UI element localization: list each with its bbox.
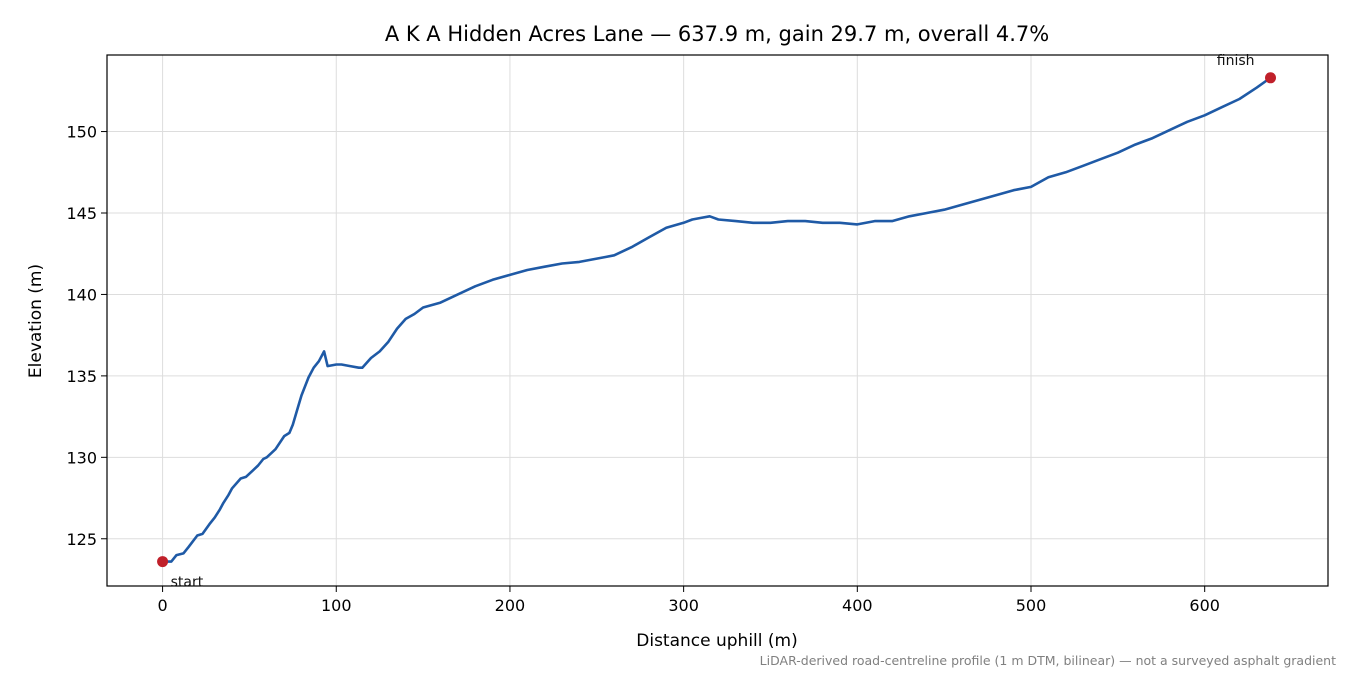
grid [107, 55, 1328, 586]
chart-footnote: LiDAR-derived road-centreline profile (1… [760, 653, 1336, 668]
y-tick-label: 130 [66, 448, 97, 467]
x-tick-label: 0 [157, 596, 167, 615]
y-axis: 125 130 135 140 145 150 [66, 123, 107, 549]
y-tick-label: 140 [66, 285, 97, 304]
y-tick-label: 145 [66, 204, 97, 223]
x-axis: 0 100 200 300 400 500 600 [157, 586, 1220, 615]
finish-label: finish [1217, 53, 1255, 69]
x-tick-label: 300 [668, 596, 699, 615]
y-axis-label: Elevation (m) [26, 264, 46, 378]
y-tick-label: 125 [66, 530, 97, 549]
x-axis-label: Distance uphill (m) [636, 631, 797, 651]
y-tick-label: 135 [66, 367, 97, 386]
x-tick-label: 600 [1189, 596, 1220, 615]
x-tick-label: 500 [1016, 596, 1047, 615]
x-tick-label: 100 [321, 596, 352, 615]
y-tick-label: 150 [66, 123, 97, 142]
finish-marker [1265, 72, 1277, 84]
start-marker [157, 556, 169, 568]
chart-title: A K A Hidden Acres Lane — 637.9 m, gain … [385, 22, 1049, 46]
plot-area-frame [106, 54, 1329, 587]
elevation-series-line [162, 76, 1272, 563]
x-tick-label: 200 [495, 596, 526, 615]
start-label: start [171, 575, 204, 591]
x-tick-label: 400 [842, 596, 873, 615]
endpoint-markers: start finish [157, 53, 1277, 591]
